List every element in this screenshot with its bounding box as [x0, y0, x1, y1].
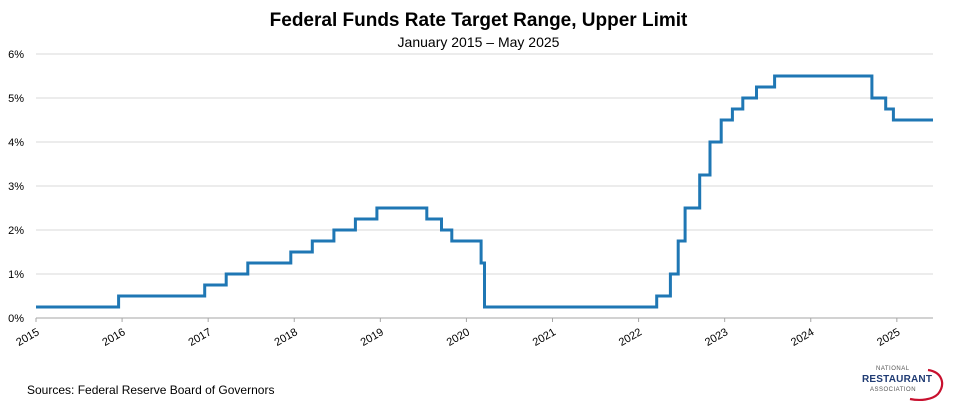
chart-subtitle: January 2015 – May 2025: [397, 34, 560, 50]
logo-swoosh-icon: [909, 368, 944, 402]
x-tick-label-2020: 2020: [445, 326, 472, 349]
chart-title: Federal Funds Rate Target Range, Upper L…: [269, 10, 688, 31]
y-tick-label-5: 5%: [8, 93, 24, 105]
logo-line-national: NATIONAL: [876, 366, 910, 372]
x-tick-label-2019: 2019: [359, 326, 386, 349]
x-tick-label-2024: 2024: [789, 326, 816, 349]
logo-line-association: ASSOCIATION: [870, 387, 917, 393]
y-tick-label-2: 2%: [8, 225, 24, 237]
y-tick-label-6: 6%: [8, 49, 24, 61]
x-tick-label-2021: 2021: [531, 326, 558, 349]
national-restaurant-association-logo: NATIONAL RESTAURANT ASSOCIATION: [858, 364, 948, 402]
x-tick-label-2016: 2016: [100, 326, 127, 349]
x-tick-label-2018: 2018: [273, 326, 300, 349]
x-tick-label-2022: 2022: [617, 326, 644, 349]
x-tick-label-2015: 2015: [14, 326, 41, 349]
source-note: Sources: Federal Reserve Board of Govern…: [27, 383, 275, 397]
y-tick-label-1: 1%: [8, 269, 24, 281]
x-tick-label-2023: 2023: [703, 326, 730, 349]
logo-line-restaurant: RESTAURANT: [862, 374, 933, 385]
x-tick-label-2025: 2025: [875, 326, 902, 349]
y-tick-label-0: 0%: [8, 313, 24, 325]
y-tick-label-4: 4%: [8, 137, 24, 149]
y-tick-label-3: 3%: [8, 181, 24, 193]
series-line-0: [36, 74, 933, 309]
x-tick-label-2017: 2017: [186, 326, 213, 349]
